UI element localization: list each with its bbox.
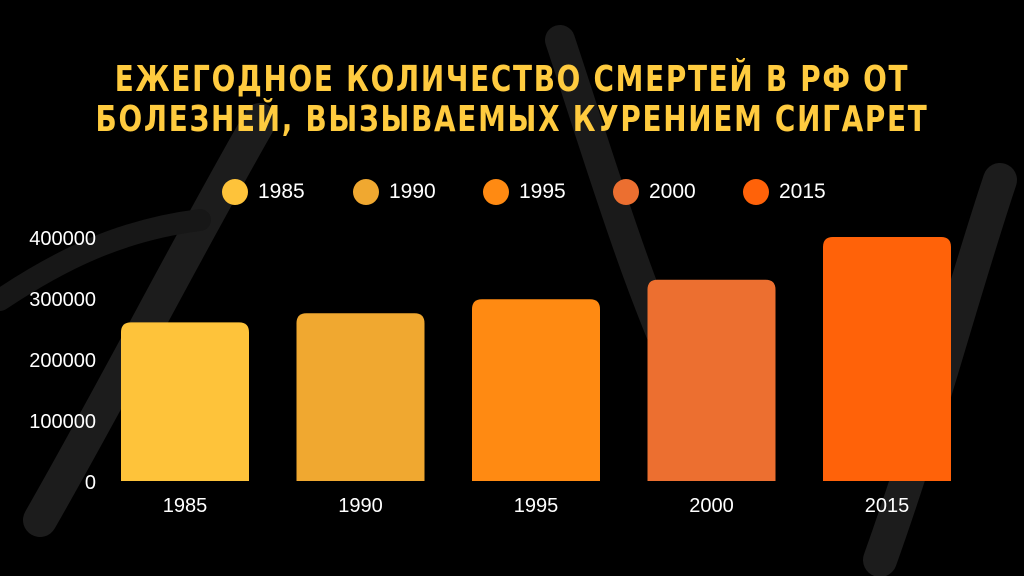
legend-label-1995: 1995 [519, 180, 566, 203]
legend-swatch-1990 [353, 179, 379, 205]
legend-item-1995: 1995 [483, 175, 566, 209]
bar-2015 [823, 237, 951, 481]
y-tick-label: 100000 [29, 411, 96, 433]
x-tick-label-1990: 1990 [338, 495, 383, 517]
x-tick-label-1985: 1985 [163, 495, 208, 517]
legend-swatch-1995 [483, 179, 509, 205]
chart-title-line-2: болезней, вызываемых курением сигарет [95, 99, 929, 140]
legend-item-2015: 2015 [743, 175, 826, 209]
x-tick-label-2015: 2015 [865, 495, 910, 517]
chart-title: Ежегодное количество смертей в РФ от бол… [72, 60, 953, 140]
x-tick-label-2000: 2000 [689, 495, 734, 517]
y-tick-label: 0 [85, 472, 96, 494]
chart-title-line-1: Ежегодное количество смертей в РФ от [114, 59, 910, 100]
y-tick-label: 200000 [29, 350, 96, 372]
legend-item-2000: 2000 [613, 175, 696, 209]
legend-swatch-2015 [743, 179, 769, 205]
chart-legend: 1985 1990 1995 2000 2015 [0, 175, 1024, 209]
legend-label-2015: 2015 [779, 180, 826, 203]
legend-swatch-2000 [613, 179, 639, 205]
bar-1985 [121, 322, 249, 481]
legend-item-1990: 1990 [353, 175, 436, 209]
legend-item-1985: 1985 [222, 175, 305, 209]
bar-2000 [647, 279, 776, 481]
legend-label-1990: 1990 [389, 180, 436, 203]
bar-1995 [472, 299, 600, 481]
bar-1990 [296, 313, 425, 481]
legend-label-1985: 1985 [258, 180, 305, 203]
y-tick-label: 300000 [29, 289, 96, 311]
legend-label-2000: 2000 [649, 180, 696, 203]
y-tick-label: 400000 [29, 228, 96, 250]
x-tick-label-1995: 1995 [514, 495, 559, 517]
legend-swatch-1985 [222, 179, 248, 205]
